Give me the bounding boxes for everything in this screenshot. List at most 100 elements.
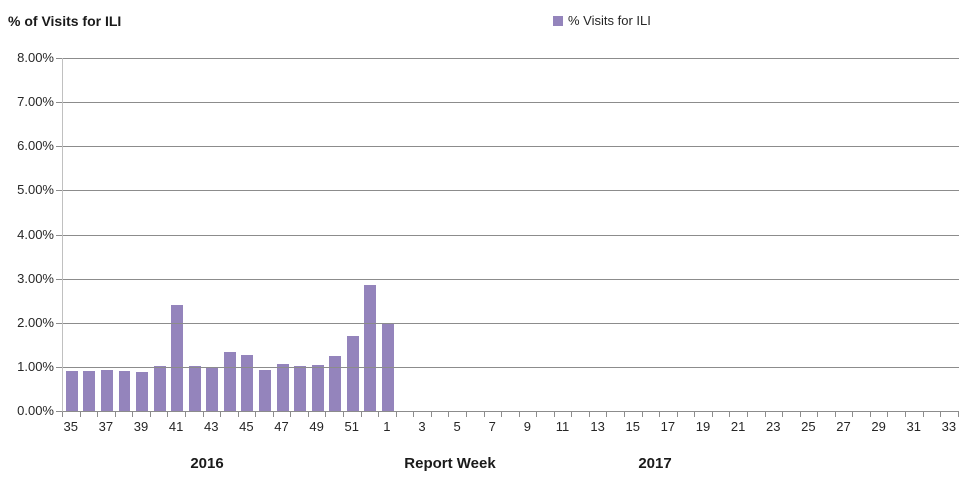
x-axis-tick-label: 19 (695, 419, 711, 434)
x-axis-tick-label: 17 (660, 419, 676, 434)
x-axis-tick-label: 31 (906, 419, 922, 434)
x-axis-tick-mark (887, 412, 905, 417)
bar-week-44 (223, 352, 236, 411)
x-axis-tick-label: 5 (453, 419, 461, 434)
y-axis-tick-label: 5.00% (17, 182, 54, 198)
x-axis-tick-mark (483, 412, 502, 417)
y-axis-tick-label: 6.00% (17, 138, 54, 154)
x-axis-tick-label: 23 (766, 419, 781, 434)
bar-week-43 (206, 367, 219, 411)
x-axis-tick-label (887, 419, 905, 434)
bar-slot-week-41 (168, 58, 186, 411)
bar-week-46 (259, 370, 271, 411)
bar-slot-week-46 (256, 58, 274, 411)
x-axis-tick-label: 37 (98, 419, 114, 434)
bar-week-47 (276, 363, 289, 411)
x-axis-tick-label (80, 419, 98, 434)
x-axis-tick-mark (79, 412, 98, 417)
x-axis-tick-mark (817, 412, 835, 417)
x-axis-tick-label (466, 419, 484, 434)
x-axis-tick-mark (430, 412, 449, 417)
x-axis-tick-label (923, 419, 941, 434)
x-axis-tick-mark (167, 412, 185, 417)
bar-week-36 (83, 370, 96, 411)
bar-week-35 (65, 370, 78, 411)
x-axis-tick-label: 7 (488, 419, 496, 434)
y-axis-tick-label: 0.00% (17, 403, 54, 418)
x-axis-tick-label: 47 (274, 419, 289, 434)
bar-week-37 (100, 369, 113, 411)
x-axis-tick-label (431, 419, 449, 434)
x-axis-tick-label (817, 419, 835, 434)
x-axis-tick-label: 51 (344, 419, 360, 434)
bar-slot-week-43 (204, 58, 222, 411)
bar-slot-week-49 (309, 58, 327, 411)
x-axis-tick-label (150, 419, 168, 434)
x-axis-tick-mark (132, 412, 150, 417)
x-axis-tick-label: 1 (383, 419, 391, 434)
x-axis-tick-label: 29 (871, 419, 886, 434)
x-axis-tick-mark (571, 412, 589, 417)
chart-title: % of Visits for ILI (8, 13, 122, 29)
legend: % Visits for ILI (553, 13, 651, 28)
x-axis-tick-mark (553, 412, 572, 417)
bar-slot-week-37 (98, 58, 116, 411)
y-axis-tick-label: 2.00% (17, 314, 54, 330)
x-axis-tick-mark (255, 412, 273, 417)
x-axis-tick-mark (237, 412, 256, 417)
x-axis-tick-mark (940, 412, 958, 417)
bar-slot-week-39 (133, 58, 151, 411)
bar-week-50 (329, 355, 342, 411)
y-axis-tick-mark (56, 278, 62, 280)
x-axis-tick-label: 45 (239, 419, 254, 434)
bar-week-39 (136, 371, 148, 411)
x-axis-tick-label: 9 (523, 419, 532, 434)
plot-area (62, 58, 959, 412)
bar-slot-week-36 (81, 58, 99, 411)
x-axis-tick-mark (782, 412, 800, 417)
bar-week-41 (171, 305, 184, 411)
x-axis-tick-mark (676, 412, 695, 417)
bar-slot-week-48 (291, 58, 309, 411)
x-axis-tick-mark (729, 412, 747, 417)
x-axis-tick-label (747, 419, 765, 434)
x-axis-tick-mark (852, 412, 870, 417)
x-axis-tick-label (606, 419, 624, 434)
x-axis-tick-mark (606, 412, 624, 417)
x-axis-tick-mark (588, 412, 607, 417)
bar-week-45 (241, 355, 254, 411)
x-axis-tick-mark (905, 412, 923, 417)
x-axis-tick-mark (290, 412, 308, 417)
x-axis-labels: 35 37 39 41 43 45 47 49 51 1 3 5 7 9 11 13 15 17 19 21 23 25 2… (62, 419, 958, 434)
bar-slot-week-40 (151, 58, 169, 411)
y-axis-tick-label: 7.00% (17, 94, 54, 110)
x-axis-tick-mark (97, 412, 115, 417)
x-axis-tick-label: 27 (836, 419, 851, 434)
x-axis-tick-label (782, 419, 800, 434)
gridline (63, 58, 959, 59)
year-label-2017: 2017 (638, 455, 672, 472)
x-axis-tick-mark (184, 412, 203, 417)
x-axis-tick-label (501, 419, 519, 434)
x-axis-tick-label (571, 419, 589, 434)
x-axis-tick-mark (536, 412, 554, 417)
legend-label: % Visits for ILI (568, 13, 651, 28)
x-axis-tick-label (361, 419, 379, 434)
x-axis-tick-mark (694, 412, 712, 417)
bar-slot-week-42 (186, 58, 204, 411)
legend-swatch-icon (553, 15, 563, 26)
gridline (63, 190, 959, 192)
x-axis-tick-mark (114, 412, 133, 417)
x-axis-tick-mark (343, 412, 361, 417)
bar-week-38 (118, 370, 131, 411)
bar-slot-week-50 (326, 58, 344, 411)
x-axis-tick-mark (922, 412, 941, 417)
gridline (63, 322, 959, 324)
y-axis-tick-mark (56, 146, 62, 148)
x-axis-tick-mark (799, 412, 818, 417)
x-axis-ticks (62, 412, 959, 417)
bar-slot-week-51 (344, 58, 362, 411)
x-axis-tick-label (536, 419, 554, 434)
y-axis-tick-mark (56, 234, 62, 236)
